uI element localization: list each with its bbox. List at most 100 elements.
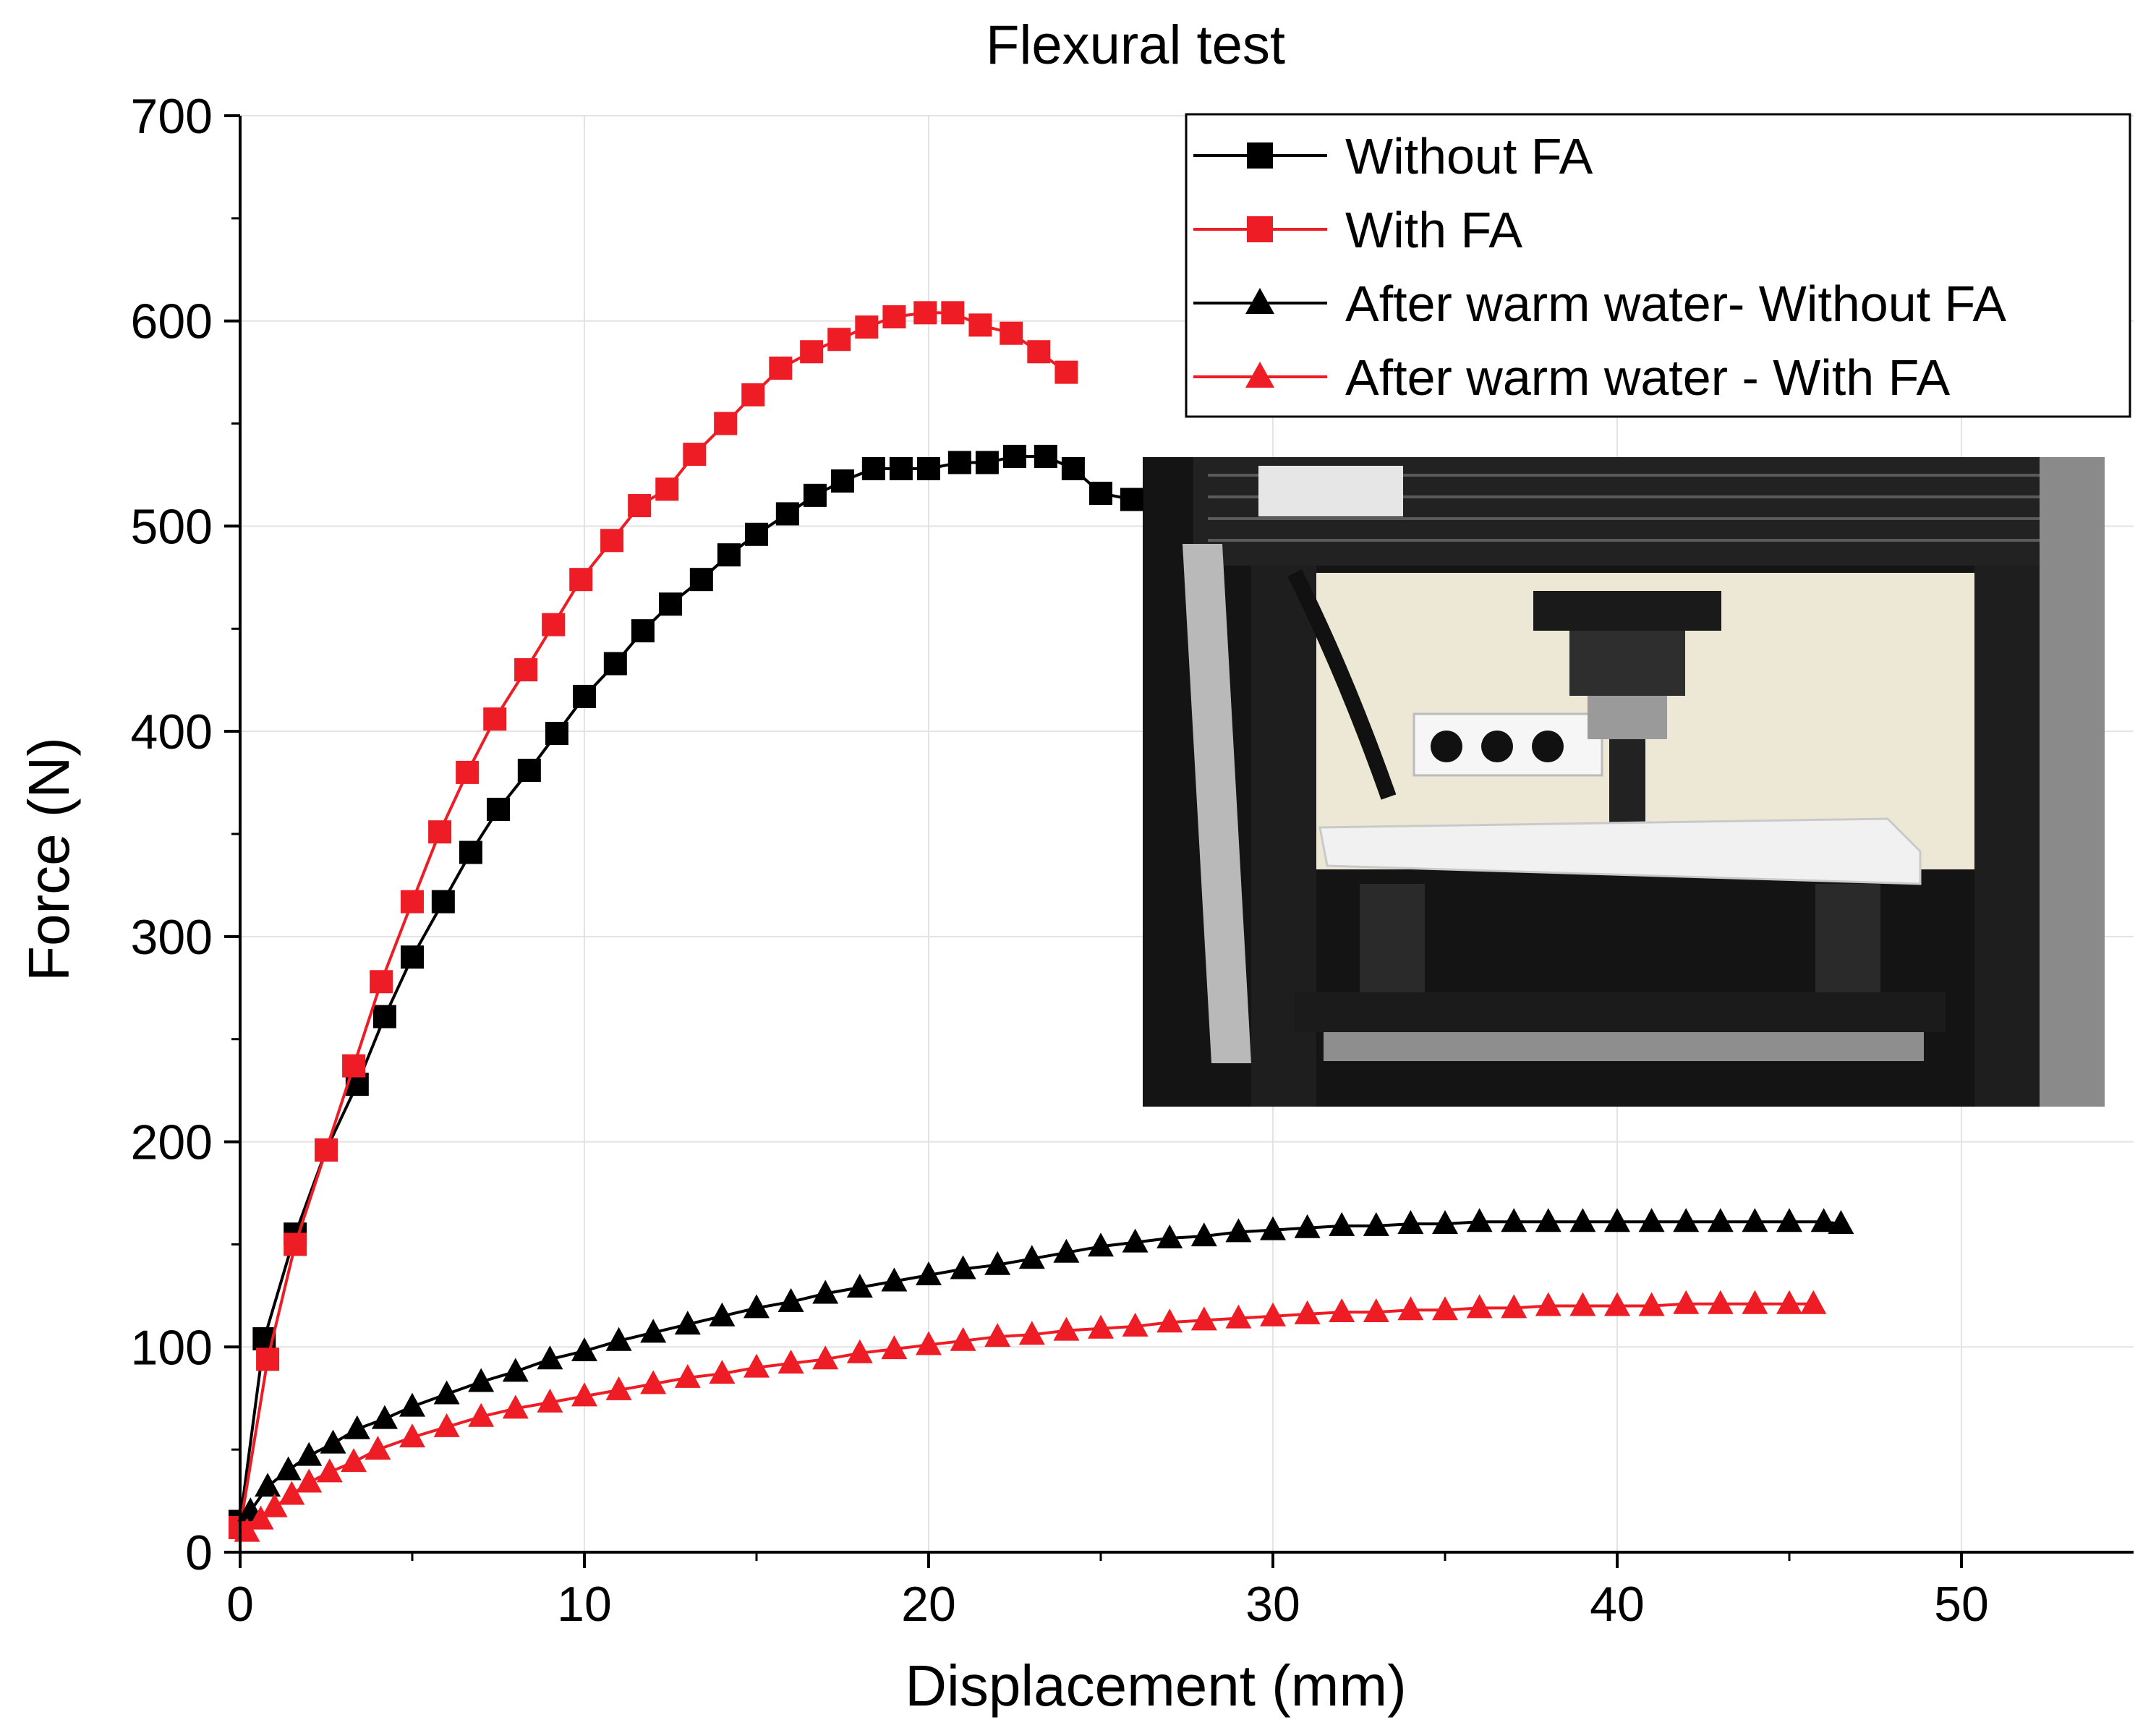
data-point bbox=[659, 592, 682, 616]
data-point bbox=[502, 1395, 529, 1419]
data-point bbox=[745, 522, 768, 546]
data-point bbox=[247, 1505, 274, 1530]
data-point bbox=[1707, 1290, 1734, 1314]
data-point bbox=[459, 840, 482, 864]
y-tick-label: 400 bbox=[131, 704, 213, 759]
data-point bbox=[1800, 1290, 1827, 1314]
data-point bbox=[372, 1005, 396, 1029]
data-point bbox=[950, 1327, 976, 1351]
data-point bbox=[603, 652, 627, 676]
data-point bbox=[743, 1294, 770, 1319]
data-point bbox=[1190, 1306, 1217, 1331]
data-point bbox=[769, 356, 793, 380]
data-point bbox=[640, 1319, 667, 1343]
data-point bbox=[1828, 1210, 1854, 1235]
socket-switch bbox=[1532, 731, 1564, 762]
data-point bbox=[320, 1429, 346, 1454]
data-point bbox=[1122, 1228, 1149, 1253]
data-point bbox=[1260, 1302, 1286, 1327]
x-tick-label: 40 bbox=[1590, 1577, 1645, 1632]
data-point bbox=[861, 456, 885, 480]
data-point bbox=[275, 1456, 302, 1481]
data-point bbox=[1329, 1298, 1355, 1323]
data-point bbox=[1018, 1321, 1045, 1345]
data-point bbox=[1329, 1212, 1355, 1236]
right-panel bbox=[2040, 457, 2105, 1107]
data-point bbox=[916, 1331, 942, 1355]
data-point bbox=[1089, 482, 1112, 506]
data-point bbox=[1034, 444, 1057, 468]
data-point bbox=[370, 970, 393, 994]
data-point bbox=[881, 1335, 908, 1360]
data-point bbox=[1432, 1296, 1458, 1321]
data-point bbox=[882, 305, 906, 329]
data-point bbox=[1397, 1210, 1424, 1235]
x-tick-label: 50 bbox=[1934, 1577, 1989, 1632]
series-line bbox=[249, 1220, 1841, 1512]
chuck bbox=[1588, 696, 1667, 739]
x-tick-label: 20 bbox=[901, 1577, 956, 1632]
data-point bbox=[1054, 360, 1078, 384]
data-point bbox=[1535, 1292, 1561, 1316]
chart-title: Flexural test bbox=[986, 14, 1285, 76]
data-point bbox=[846, 1339, 873, 1363]
load-cell-bracket bbox=[1533, 591, 1721, 631]
x-tick-label: 10 bbox=[557, 1577, 612, 1632]
ruler bbox=[1183, 544, 1251, 1063]
x-axis-label: Displacement (mm) bbox=[905, 1653, 1406, 1718]
data-point bbox=[1018, 1245, 1045, 1269]
y-tick-label: 700 bbox=[131, 89, 213, 144]
data-point bbox=[975, 451, 999, 474]
legend: Without FA With FA After warm water- Witho… bbox=[1185, 113, 2131, 418]
data-point bbox=[1003, 444, 1026, 468]
data-point bbox=[571, 1382, 597, 1407]
data-point bbox=[341, 1448, 367, 1473]
data-point bbox=[428, 820, 452, 844]
data-point bbox=[1466, 1294, 1493, 1319]
data-point bbox=[278, 1481, 305, 1505]
legend-item: After warm water - With FA bbox=[1193, 349, 1951, 406]
data-point bbox=[640, 1370, 667, 1395]
data-point bbox=[573, 684, 596, 708]
y-axis-label: Force (N) bbox=[17, 737, 81, 982]
sticker bbox=[1258, 466, 1403, 516]
data-point bbox=[433, 1380, 460, 1405]
data-point bbox=[431, 890, 455, 914]
data-point bbox=[315, 1138, 338, 1162]
data-point bbox=[709, 1302, 736, 1327]
data-point bbox=[1432, 1210, 1458, 1235]
data-point bbox=[255, 1473, 281, 1497]
data-point bbox=[889, 456, 913, 480]
data-point bbox=[600, 529, 624, 553]
data-point bbox=[674, 1363, 701, 1388]
data-point bbox=[284, 1232, 307, 1256]
right-column bbox=[1974, 566, 2040, 1107]
data-point bbox=[401, 945, 424, 969]
data-point bbox=[827, 328, 851, 352]
data-point bbox=[1776, 1208, 1802, 1232]
data-point bbox=[831, 469, 854, 493]
data-point bbox=[1397, 1296, 1424, 1321]
data-point bbox=[1604, 1292, 1630, 1316]
data-point bbox=[984, 1251, 1011, 1275]
data-point bbox=[1363, 1212, 1389, 1236]
data-point bbox=[514, 658, 538, 682]
data-point bbox=[1707, 1208, 1734, 1232]
data-point bbox=[628, 494, 652, 518]
data-point bbox=[941, 301, 965, 325]
data-point bbox=[917, 456, 940, 480]
data-point bbox=[401, 890, 424, 914]
legend-box bbox=[1185, 113, 2131, 418]
data-point bbox=[1088, 1314, 1114, 1339]
legend-marker bbox=[1247, 142, 1273, 169]
data-point bbox=[1120, 487, 1143, 511]
data-point bbox=[913, 301, 937, 325]
data-point bbox=[950, 1255, 976, 1279]
series-1 bbox=[229, 444, 1143, 1533]
specimen bbox=[1318, 817, 1922, 885]
data-point bbox=[365, 1436, 391, 1460]
data-point bbox=[655, 477, 679, 501]
legend-label: After warm water - With FA bbox=[1345, 349, 1951, 406]
data-point bbox=[571, 1337, 597, 1361]
data-point bbox=[777, 1287, 804, 1312]
